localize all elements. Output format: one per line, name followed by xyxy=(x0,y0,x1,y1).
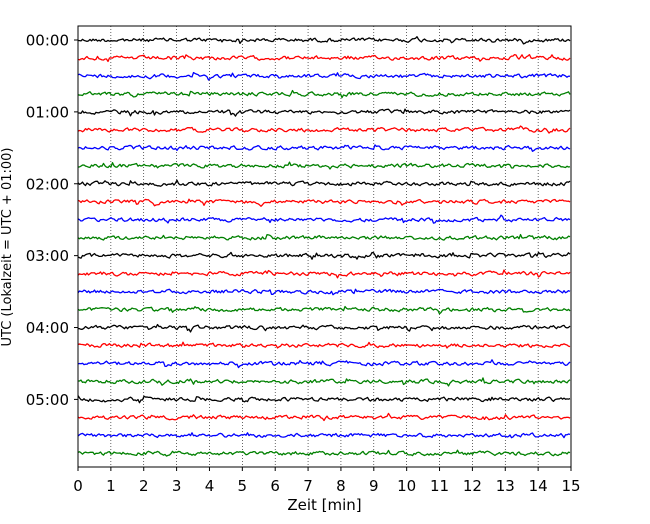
y-axis-ticks: 00:00 01:00 02:00 03:00 04:00 05:00 xyxy=(26,32,78,409)
trace-16 xyxy=(77,323,571,333)
x-tick-label-15: 15 xyxy=(561,477,580,495)
x-axis-label: Zeit [min] xyxy=(287,496,361,514)
x-tick-label-13: 13 xyxy=(496,477,515,495)
x-tick-label-10: 10 xyxy=(397,477,416,495)
x-tick-label-5: 5 xyxy=(238,477,248,495)
trace-4 xyxy=(77,108,571,117)
trace-12 xyxy=(77,251,571,260)
seismogram-traces xyxy=(77,36,571,457)
trace-5 xyxy=(77,125,571,134)
y-tick-label-4: 04:00 xyxy=(26,319,69,337)
y-tick-label-5: 05:00 xyxy=(26,391,69,409)
y-tick-label-1: 01:00 xyxy=(26,103,69,121)
trace-22 xyxy=(77,432,571,439)
x-tick-label-11: 11 xyxy=(430,477,449,495)
trace-11 xyxy=(77,233,571,241)
trace-7 xyxy=(77,161,571,170)
trace-21 xyxy=(77,412,571,422)
y-tick-label-2: 02:00 xyxy=(26,175,69,193)
trace-3 xyxy=(77,89,571,99)
y-tick-label-3: 03:00 xyxy=(26,247,69,265)
trace-13 xyxy=(77,269,571,279)
x-tick-label-9: 9 xyxy=(369,477,379,495)
trace-10 xyxy=(77,214,571,224)
x-tick-label-8: 8 xyxy=(336,477,346,495)
x-tick-label-14: 14 xyxy=(529,477,548,495)
y-axis-label: UTC (Lokalzeit = UTC + 01:00) xyxy=(0,148,15,347)
trace-20 xyxy=(77,395,571,404)
trace-6 xyxy=(77,144,571,152)
trace-2 xyxy=(77,71,571,81)
plot-frame xyxy=(77,25,572,468)
x-tick-label-7: 7 xyxy=(303,477,313,495)
trace-15 xyxy=(77,305,571,315)
x-tick-label-1: 1 xyxy=(106,477,116,495)
trace-14 xyxy=(77,288,571,296)
trace-9 xyxy=(77,198,571,207)
x-axis-ticks: 0 1 2 3 4 5 6 7 8 9 10 11 12 13 14 15 xyxy=(73,467,581,495)
x-tick-label-0: 0 xyxy=(73,477,83,495)
trace-19 xyxy=(78,377,571,387)
x-tick-label-6: 6 xyxy=(270,477,280,495)
trace-8 xyxy=(77,179,571,187)
trace-23 xyxy=(77,449,571,457)
trace-0 xyxy=(77,36,571,45)
y-tick-label-0: 00:00 xyxy=(26,32,69,50)
trace-17 xyxy=(77,341,571,349)
x-tick-label-2: 2 xyxy=(139,477,149,495)
trace-1 xyxy=(77,53,571,63)
x-tick-label-3: 3 xyxy=(172,477,182,495)
trace-18 xyxy=(77,359,571,369)
x-tick-label-4: 4 xyxy=(205,477,215,495)
x-tick-label-12: 12 xyxy=(463,477,482,495)
